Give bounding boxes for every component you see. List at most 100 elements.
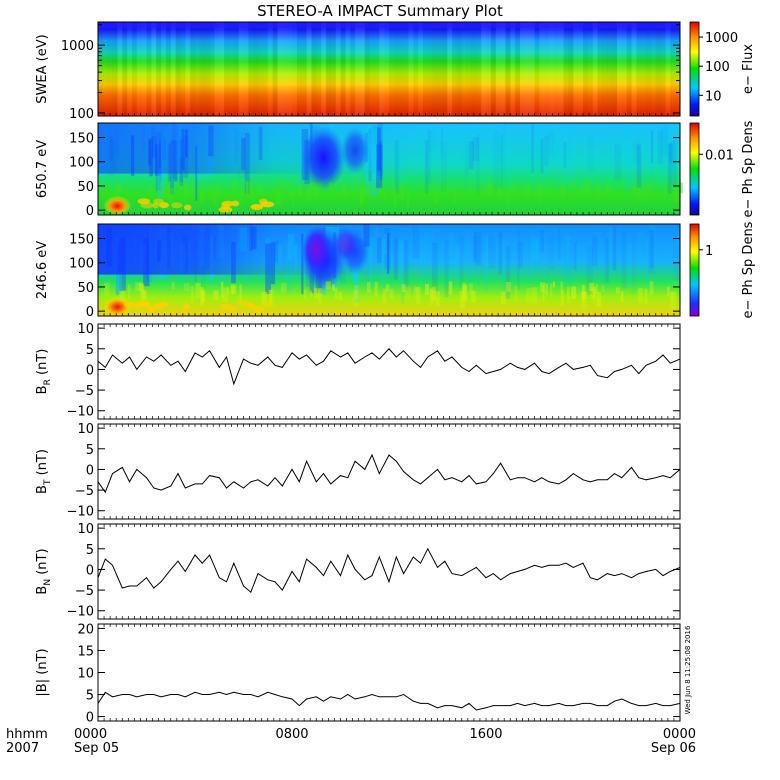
texture-band-dot — [239, 284, 242, 302]
field-data-point — [565, 479, 567, 481]
field-data-point — [403, 694, 404, 695]
texture-stripe — [214, 22, 220, 116]
field-data-point — [582, 703, 584, 704]
field-data-point — [395, 460, 397, 462]
texture-streak — [592, 144, 595, 166]
texture-band-dot — [424, 284, 429, 296]
field-data-point — [347, 477, 349, 479]
pad-246-y-axis: 0 50 100 150 — [69, 233, 681, 320]
field-data-point — [572, 369, 574, 370]
texture-yellow-dot — [231, 200, 240, 207]
texture-band-dot — [631, 185, 637, 196]
texture-band-dot — [355, 180, 358, 192]
field-data-point — [250, 591, 252, 593]
field-panel-frame — [97, 423, 681, 520]
field-panel-frame — [97, 623, 681, 722]
texture-band-dot — [232, 180, 237, 189]
texture-band-dot — [581, 291, 587, 299]
field-data-point — [485, 373, 487, 374]
field-ytick-label: 5 — [86, 343, 94, 358]
field-data-point — [281, 367, 283, 368]
texture-stripe — [646, 22, 652, 116]
texture-streak — [659, 231, 661, 290]
texture-blue-region — [98, 224, 419, 275]
texture-stripe — [350, 22, 356, 116]
texture-streak — [540, 230, 544, 252]
field-data-point — [548, 481, 550, 483]
field-data-point — [153, 587, 155, 589]
field-data-point — [461, 367, 463, 368]
field-data-point — [679, 567, 681, 568]
field-ytick-label: 10 — [77, 522, 94, 537]
texture-band-dot — [552, 281, 556, 288]
field-data-point — [645, 364, 647, 366]
field-panel-frame — [97, 323, 681, 420]
field-ytick-label: 5 — [86, 543, 94, 558]
swea-spectrogram-image — [98, 22, 680, 116]
texture-stripe — [398, 22, 404, 116]
texture-streak — [608, 227, 615, 260]
field-data-point — [485, 481, 487, 483]
texture-stripe — [272, 22, 278, 116]
field-data-point — [534, 481, 535, 483]
texture-band-dot — [506, 188, 510, 207]
texture-yellow-dot — [250, 203, 264, 210]
texture-stripe — [185, 22, 191, 116]
field-data-point — [572, 705, 574, 706]
field-data-point — [323, 473, 324, 474]
texture-band-dot — [459, 290, 465, 309]
field-panel-frame — [97, 523, 681, 620]
texture-stripe — [262, 22, 268, 116]
texture-band-dot — [239, 188, 243, 200]
field-data-point — [274, 694, 276, 695]
texture-band-dot — [138, 282, 144, 292]
field-data-point — [330, 483, 332, 485]
xtick-label: 0000 — [74, 727, 107, 742]
texture-violet-patch — [302, 225, 331, 274]
texture-band-dot — [634, 187, 641, 201]
texture-streak — [493, 131, 500, 189]
texture-streak — [517, 229, 520, 290]
field-data-point — [347, 554, 349, 556]
texture-stripe — [466, 22, 472, 116]
field-data-point — [451, 705, 453, 706]
field-data-point — [323, 575, 324, 576]
texture-band-dot — [201, 290, 206, 303]
field-data-point — [662, 354, 664, 356]
texture-band-dot — [190, 181, 195, 191]
field-data-point — [420, 367, 421, 368]
field-data-point — [209, 475, 211, 476]
field-data-point — [631, 467, 632, 468]
swea-colorbar-ticks: 10 100 1000 — [699, 31, 738, 104]
field-data-point — [517, 477, 518, 479]
field-data-point — [621, 369, 623, 370]
field-data-point — [354, 569, 356, 570]
texture-streak — [614, 144, 621, 181]
texture-stripe — [359, 22, 365, 116]
texture-band-dot — [143, 290, 147, 298]
texture-band-dot — [127, 284, 131, 300]
field-data-point — [136, 469, 138, 470]
field-data-point — [340, 475, 341, 476]
field-data-point — [233, 691, 235, 693]
texture-band-dot — [489, 182, 494, 192]
texture-band-dot — [524, 184, 530, 193]
field-data-point — [437, 469, 438, 470]
texture-streak — [460, 126, 464, 166]
texture-band-dot — [644, 288, 648, 304]
field-data-point — [315, 567, 317, 568]
field-data-point — [136, 696, 138, 698]
field-data-point — [444, 560, 446, 562]
field-data-point — [170, 485, 172, 487]
texture-band-dot — [416, 286, 421, 305]
field-data-point — [378, 358, 380, 360]
texture-band-dot — [310, 181, 317, 194]
texture-streak — [661, 127, 668, 157]
texture-streak — [626, 140, 630, 200]
texture-stripe — [253, 22, 259, 116]
field-data-point — [475, 709, 477, 711]
texture-streak — [427, 229, 434, 267]
texture-stripe — [151, 22, 157, 116]
texture-band-dot — [306, 188, 312, 201]
texture-stripe — [330, 22, 336, 116]
